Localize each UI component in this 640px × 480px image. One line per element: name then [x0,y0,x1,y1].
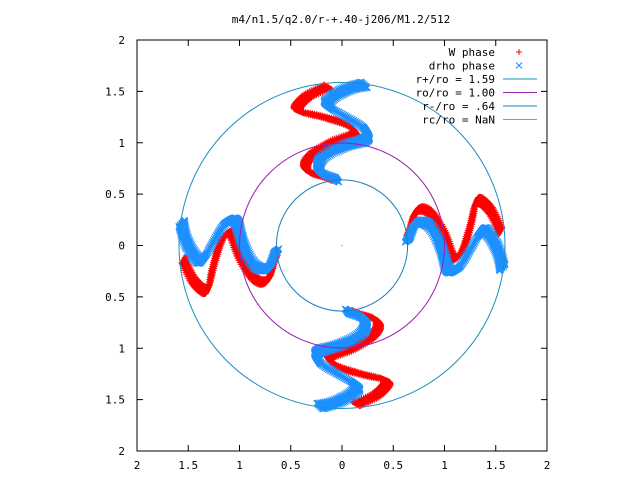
point-s0-a1-p126-b4 [321,81,328,88]
chart-title: m4/n1.5/q2.0/r-+.40-j206/M1.2/512 [232,13,451,26]
